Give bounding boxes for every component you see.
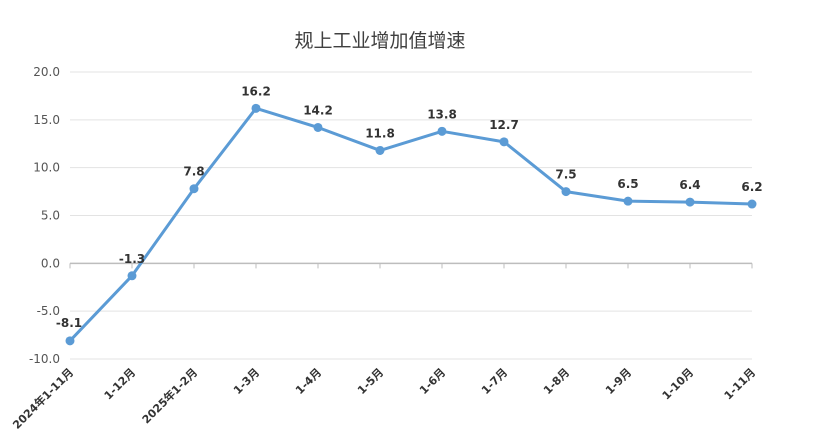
x-tick-label: 1-6月: [417, 366, 448, 397]
x-tick-label: 1-8月: [541, 366, 572, 397]
data-label: 7.8: [183, 165, 204, 179]
grid-lines: [69, 71, 753, 360]
x-tick-label: 1-7月: [479, 366, 510, 397]
data-label: -8.1: [56, 316, 82, 330]
data-point: [127, 271, 137, 281]
data-point: [375, 145, 385, 155]
y-tick-label: -5.0: [37, 304, 60, 318]
data-point: [747, 199, 757, 209]
x-tick-label: 1-5月: [355, 366, 386, 397]
data-labels: -8.1 -1.3 7.8 16.2 14.2 11.8 13.8 12.7 7.5 6.5 6.4…: [56, 84, 763, 329]
x-tick-label: 1-4月: [293, 366, 324, 397]
data-point: [623, 196, 633, 206]
x-tick-label: 1-9月: [603, 366, 634, 397]
data-label: 6.4: [679, 178, 700, 192]
series-layer: [65, 103, 757, 346]
y-tick-label: 5.0: [41, 209, 60, 223]
data-label: 16.2: [241, 84, 271, 98]
y-tick-label: -10.0: [29, 352, 60, 366]
data-point: [499, 137, 509, 147]
data-label: -1.3: [119, 252, 145, 266]
data-point: [189, 184, 199, 194]
data-label: 7.5: [555, 168, 576, 182]
x-tick-label: 1-11月: [722, 366, 758, 402]
data-point: [561, 187, 571, 197]
data-point: [251, 103, 261, 113]
y-axis-tick-labels: -10.0 -5.0 0.0 5.0 10.0 15.0 20.0: [29, 65, 60, 366]
data-label: 12.7: [489, 118, 519, 132]
series-line: [68, 106, 754, 343]
x-tick-label: 1-12月: [102, 366, 138, 402]
x-tick-label: 1-10月: [660, 366, 696, 402]
x-tick-label: 2025年1-2月: [139, 365, 200, 426]
data-label: 13.8: [427, 107, 457, 121]
data-label: 14.2: [303, 103, 333, 117]
data-point: [313, 122, 323, 132]
y-tick-label: 15.0: [33, 113, 60, 127]
x-tick-label: 1-3月: [231, 366, 262, 397]
data-point: [685, 197, 695, 207]
data-point: [65, 336, 75, 346]
data-label: 6.2: [741, 180, 762, 194]
data-point: [437, 126, 447, 136]
y-tick-label: 10.0: [33, 161, 60, 175]
x-tick-label: 2024年1-11月: [10, 365, 77, 432]
x-axis-tick-labels: 2024年1-11月 1-12月 2025年1-2月 1-3月 1-4月 1-5月 1-6月…: [10, 365, 759, 432]
y-tick-label: 20.0: [33, 65, 60, 79]
data-label: 6.5: [617, 177, 638, 191]
chart-title: 规上工业增加值增速: [294, 30, 465, 52]
data-label: 11.8: [365, 126, 395, 140]
y-tick-label: 0.0: [41, 256, 60, 270]
